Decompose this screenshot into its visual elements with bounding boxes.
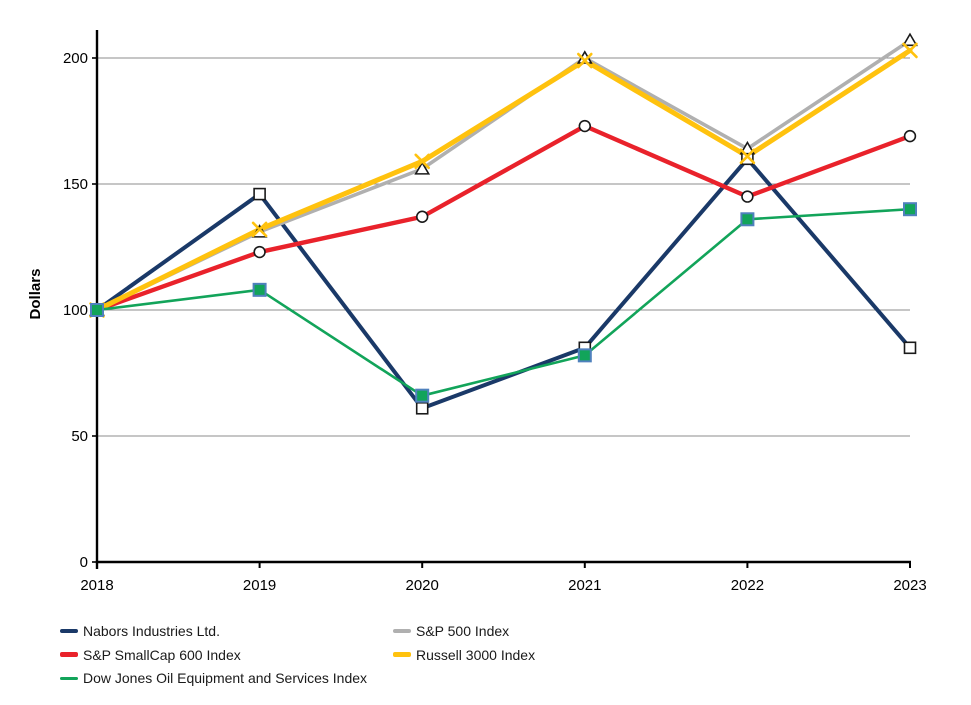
series-line [95, 207, 912, 397]
x-tick-label: 2021 [568, 577, 601, 594]
marker-x [414, 153, 431, 170]
x-tick-label: 2022 [731, 577, 764, 594]
series-line [95, 38, 912, 312]
marker-open-triangle [739, 140, 756, 155]
y-axis-title: Dollars [27, 269, 44, 320]
y-tick-label: 0 [80, 554, 88, 571]
marker-filled-square [740, 212, 755, 227]
x-tick-label: 2019 [243, 577, 276, 594]
series-line [94, 123, 913, 313]
marker-filled-square [90, 303, 104, 317]
marker-open-triangle [414, 161, 431, 175]
marker-x [576, 52, 593, 69]
marker-open-square [903, 341, 917, 355]
marker-open-square [253, 187, 266, 201]
x-tick-label: 2020 [406, 577, 439, 594]
marker-filled-square [577, 348, 592, 363]
y-tick-label: 100 [63, 302, 88, 319]
marker-x [739, 148, 756, 165]
marker-open-circle [741, 190, 754, 203]
marker-x [902, 42, 918, 59]
x-tick-label: 2018 [80, 577, 113, 594]
marker-open-circle [578, 119, 591, 133]
marker-open-triangle [902, 32, 918, 47]
marker-open-circle [903, 129, 917, 143]
y-tick-label: 200 [63, 50, 88, 67]
y-tick-label: 50 [71, 428, 88, 445]
marker-x [251, 221, 268, 238]
marker-filled-square [415, 388, 430, 403]
marker-open-square [415, 401, 429, 415]
marker-filled-square [903, 202, 917, 217]
series-line [95, 156, 912, 411]
y-tick-label: 150 [63, 176, 88, 193]
marker-filled-square [252, 282, 267, 297]
marker-open-circle [253, 245, 266, 259]
marker-open-circle [416, 210, 429, 223]
series-line [94, 47, 913, 313]
x-tick-label: 2023 [893, 577, 926, 594]
